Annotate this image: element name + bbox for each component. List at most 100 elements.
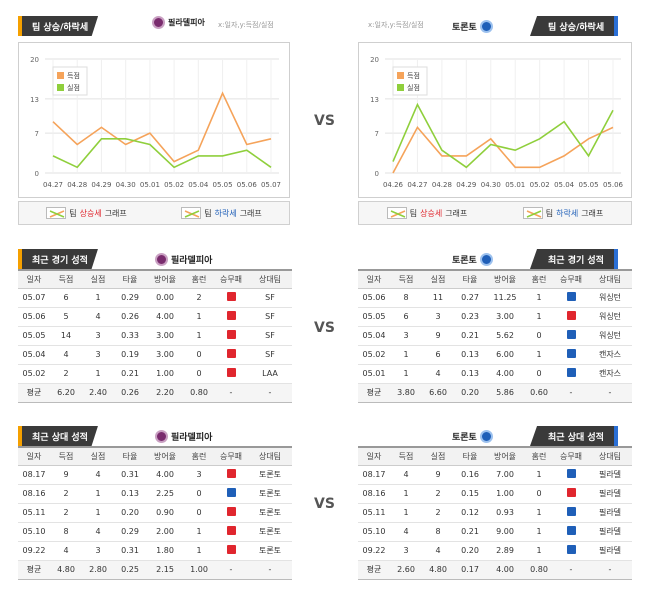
result-cell [554,503,588,523]
x-tick-label: 05.04 [554,181,575,189]
table-row: 09.22 4 3 0.31 1.80 1 토론토 [18,541,292,561]
table-cell: 08.17 [358,465,390,485]
average-cell: 4.00 [486,560,524,580]
table-cell: 0.00 [146,288,184,308]
win-badge-icon [226,330,236,339]
result-cell [214,522,248,542]
average-cell: 2.80 [82,560,114,580]
vs-label-2: VS [314,320,335,336]
average-cell: 0.80 [184,383,214,403]
vs-label-1: VS [314,113,335,129]
column-header: 홈런 [184,269,214,289]
average-cell: 0.17 [454,560,486,580]
table-cell: 7.00 [486,465,524,485]
average-cell: 4.80 [50,560,82,580]
table-cell: 0.93 [486,503,524,523]
average-cell: 0.25 [114,560,146,580]
table-cell: 1 [524,503,554,523]
table-cell: 1 [390,503,422,523]
win-badge-icon [226,526,236,535]
recent-team-right: 토론토 [452,249,493,269]
left-team-name: 필라델피아 [152,16,214,29]
bluejays-logo-icon [479,429,493,443]
loss-badge-icon [566,368,576,377]
x-tick-label: 04.28 [432,181,452,189]
table-cell: 1 [184,541,214,561]
table-cell: 1 [524,522,554,542]
legend-swatch [397,84,404,91]
table-cell: 토론토 [248,484,292,504]
average-cell: 2.20 [146,383,184,403]
table-row: 05.02 1 6 0.13 6.00 1 캔자스 [358,345,632,365]
table-cell: 05.06 [18,307,50,327]
column-header: 타율 [114,446,146,466]
phillies-logo-icon [155,252,168,266]
table-cell: 4.00 [486,364,524,384]
legend-label: 득점 [407,72,420,80]
loss-badge-icon [226,488,236,497]
loss-badge-icon [566,545,576,554]
recent-header-right: 최근 경기 성적 [530,249,618,269]
table-cell: 8 [422,522,454,542]
table-cell: 0.29 [114,522,146,542]
average-cell: 평균 [18,560,50,580]
column-header: 실점 [422,269,454,289]
table-cell: 0 [524,484,554,504]
table-cell: 3 [390,326,422,346]
column-header: 승무패 [214,269,248,289]
y-tick-label: 0 [375,170,379,178]
table-cell: 3 [390,541,422,561]
x-tick-label: 05.07 [261,181,281,189]
table-row: 08.17 9 4 0.31 4.00 3 토론토 [18,465,292,485]
loss-badge-icon [566,469,576,478]
table-cell: 6 [50,288,82,308]
table-cell: 워싱턴 [588,288,632,308]
table-cell: 필라델 [588,541,632,561]
table-cell: 1.00 [486,484,524,504]
loss-badge-icon [566,526,576,535]
average-cell: 평균 [18,383,50,403]
left-chart: 0 7 13 20 04.27 04.28 04.29 04.30 05.01 05.02 05.0… [18,42,290,198]
table-cell: 9.00 [486,522,524,542]
x-tick-label: 04.29 [456,181,476,189]
column-header: 일자 [358,446,390,466]
average-cell: 평균 [358,560,390,580]
result-cell [214,326,248,346]
table-cell: 1 [524,465,554,485]
column-header: 실점 [422,446,454,466]
table-cell: 05.01 [358,364,390,384]
x-tick-label: 04.30 [116,181,136,189]
column-header: 홈런 [524,446,554,466]
result-cell [214,307,248,327]
table-cell: 5 [50,307,82,327]
table-cell: 0.23 [454,307,486,327]
table-row: 05.05 14 3 0.33 3.00 1 SF [18,326,292,346]
table-row: 08.17 4 9 0.16 7.00 1 필라델 [358,465,632,485]
left-chart-header: 팀 상승/하락세 [18,16,99,36]
series-line-score [392,125,614,174]
table-cell: 0.13 [454,345,486,365]
series-line-allowed [52,138,272,169]
table-cell: 05.07 [18,288,50,308]
result-cell [554,288,588,308]
axis-note-right: x:일자,y:득점/실점 [368,21,424,29]
table-cell: 5.62 [486,326,524,346]
legend-label: 실점 [67,83,80,92]
table-cell: 1 [184,307,214,327]
average-cell: 6.20 [50,383,82,403]
table-cell: 0.13 [454,364,486,384]
table-row: 05.01 1 4 0.13 4.00 0 캔자스 [358,364,632,384]
table-cell: 0 [184,484,214,504]
y-tick-label: 7 [375,130,379,138]
phillies-logo-icon [155,429,168,443]
bluejays-logo-icon [479,252,493,266]
table-cell: 3 [82,541,114,561]
right-legend-bar: 팀 상승세 그래프 팀 하락세 그래프 [358,201,632,225]
table-cell: 4 [390,465,422,485]
column-header: 승무패 [554,269,588,289]
column-header: 승무패 [214,446,248,466]
table-cell: 8 [50,522,82,542]
right-chart: 0 7 13 20 04.26 04.27 04.28 04.29 04.30 05.01 05.0… [358,42,632,198]
table-row: 05.04 4 3 0.19 3.00 0 SF [18,345,292,365]
column-header: 타율 [114,269,146,289]
